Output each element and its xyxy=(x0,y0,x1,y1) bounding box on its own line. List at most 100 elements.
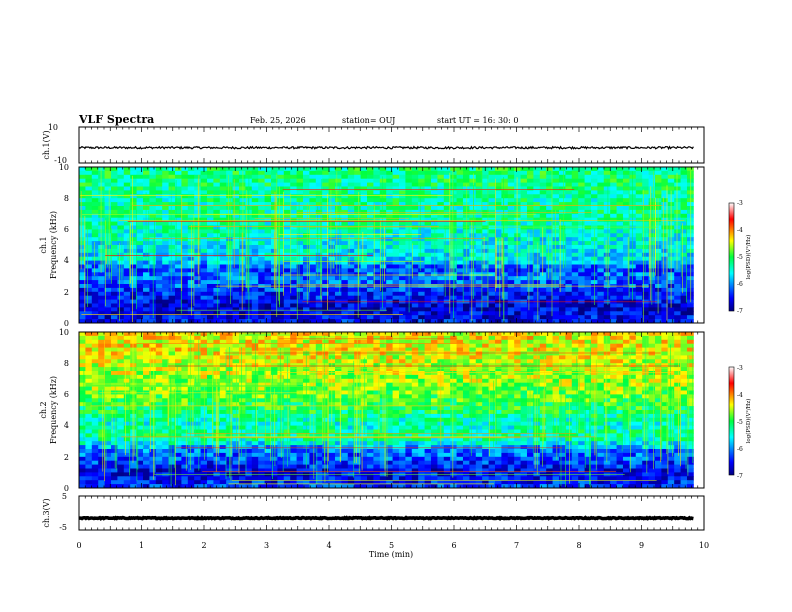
spectrogram-cell xyxy=(520,252,528,258)
spectrogram-cell xyxy=(354,174,361,180)
spectrogram-cell xyxy=(501,339,509,345)
spectrogram-cell xyxy=(603,280,611,285)
spectrogram-cell xyxy=(111,343,118,348)
spectrogram-cell xyxy=(360,198,368,203)
spectrogram-cell xyxy=(590,355,598,360)
spectrogram-cell xyxy=(520,260,528,265)
spectrogram-cell xyxy=(104,198,112,203)
spectrogram-cell xyxy=(398,315,406,320)
spectrogram-cell xyxy=(520,170,528,176)
spectrogram-cell xyxy=(635,347,643,352)
spectrogram-cell xyxy=(616,174,624,180)
spectrogram-cell xyxy=(386,272,393,277)
spectrogram-cell xyxy=(405,174,413,180)
spectrogram-cell xyxy=(379,367,387,372)
spectrogram-cell xyxy=(386,221,393,226)
spectrogram-cell xyxy=(373,303,381,308)
spectrogram-cell xyxy=(341,280,349,285)
spectrogram-cell xyxy=(405,367,413,372)
spectrogram-cell xyxy=(622,221,630,226)
spectrogram-cell xyxy=(443,178,451,183)
spectrogram-cell xyxy=(328,291,336,297)
spectrogram-cell xyxy=(398,178,406,183)
spectrogram-cell xyxy=(149,351,157,356)
spectrogram-cell xyxy=(354,170,361,176)
spectrogram-cell xyxy=(686,347,694,352)
spectrogram-cell xyxy=(546,167,553,172)
spectrogram-cell xyxy=(552,229,560,234)
spectrogram-cell xyxy=(610,229,617,234)
spectrogram-cell xyxy=(341,343,349,348)
spectrogram-cell xyxy=(571,229,579,234)
spectrogram-cell xyxy=(322,303,329,308)
spectrogram-cell xyxy=(424,332,432,337)
spectrogram-cell xyxy=(302,186,310,191)
spectrogram-cell xyxy=(258,343,265,348)
spectrogram-cell xyxy=(117,241,125,246)
spectrogram-cell xyxy=(373,233,381,238)
spectrogram-cell xyxy=(590,202,598,207)
spectrogram-cell xyxy=(648,363,656,368)
spectrogram-cell xyxy=(130,202,137,207)
spectrogram-cell xyxy=(642,217,649,222)
spectrogram-cell xyxy=(565,347,573,352)
spectrogram-cell xyxy=(482,276,489,281)
spectrogram-cell xyxy=(366,217,374,222)
spectrogram-cell xyxy=(539,367,547,372)
spectrogram-cell xyxy=(424,221,432,226)
spectrogram-cell xyxy=(578,206,585,211)
spectrogram-cell xyxy=(405,186,413,191)
spectrogram-cell xyxy=(507,174,515,180)
spectrogram-cell xyxy=(219,272,227,277)
spectrogram-cell xyxy=(213,213,221,219)
ch1-ytick-4: 4 xyxy=(64,256,69,265)
spectrogram-cell xyxy=(494,359,502,364)
spectrogram-cell xyxy=(654,363,662,368)
spectrogram-cell xyxy=(533,276,541,281)
spectrogram-cell xyxy=(514,315,521,320)
spectrogram-cell xyxy=(507,186,515,191)
spectrogram-cell xyxy=(411,276,419,281)
spectrogram-cell xyxy=(302,264,310,269)
spectrogram-cell xyxy=(213,280,221,285)
spectrogram-cell xyxy=(622,319,630,324)
spectrogram-cell xyxy=(443,295,451,300)
spectrogram-cell xyxy=(155,287,163,293)
spectrogram-cell xyxy=(526,260,534,265)
spectrogram-cell xyxy=(360,233,368,238)
spectrogram-cell xyxy=(373,217,381,222)
spectrogram-cell xyxy=(469,315,477,320)
spectrogram-cell xyxy=(341,272,349,277)
spectrogram-cell xyxy=(488,359,496,364)
spectrogram-cell xyxy=(200,264,208,269)
spectrogram-cell xyxy=(290,248,297,254)
spectrogram-cell xyxy=(584,178,592,183)
spectrogram-cell xyxy=(181,355,189,360)
spectrogram-cell xyxy=(590,335,598,341)
spectrogram-cell xyxy=(360,202,368,207)
spectrogram-cell xyxy=(494,233,502,238)
spectrogram-cell xyxy=(136,347,144,352)
spectrogram-cell xyxy=(264,367,272,372)
spectrogram-cell xyxy=(98,347,105,352)
spectrogram-cell xyxy=(584,367,592,372)
spectrogram-cell xyxy=(264,245,272,250)
spectrogram-cell xyxy=(635,194,643,199)
spectrogram-cell xyxy=(354,307,361,312)
spectrogram-cell xyxy=(162,221,169,226)
spectrogram-cell xyxy=(168,256,176,261)
spectrogram-cell xyxy=(597,233,605,238)
spectrogram-cell xyxy=(181,315,189,320)
spectrogram-cell xyxy=(168,339,176,345)
spectrogram-cell xyxy=(482,190,489,195)
spectrogram-cell xyxy=(462,355,470,360)
spectrogram-cell xyxy=(552,213,560,219)
spectrogram-cell xyxy=(162,194,169,199)
spectrogram-cell xyxy=(379,213,387,219)
spectrogram-cell xyxy=(654,190,662,195)
spectrogram-cell xyxy=(328,178,336,183)
spectrogram-cell xyxy=(635,367,643,372)
spectrogram-cell xyxy=(386,303,393,308)
spectrogram-cell xyxy=(155,363,163,368)
spectrogram-cell xyxy=(488,194,496,199)
